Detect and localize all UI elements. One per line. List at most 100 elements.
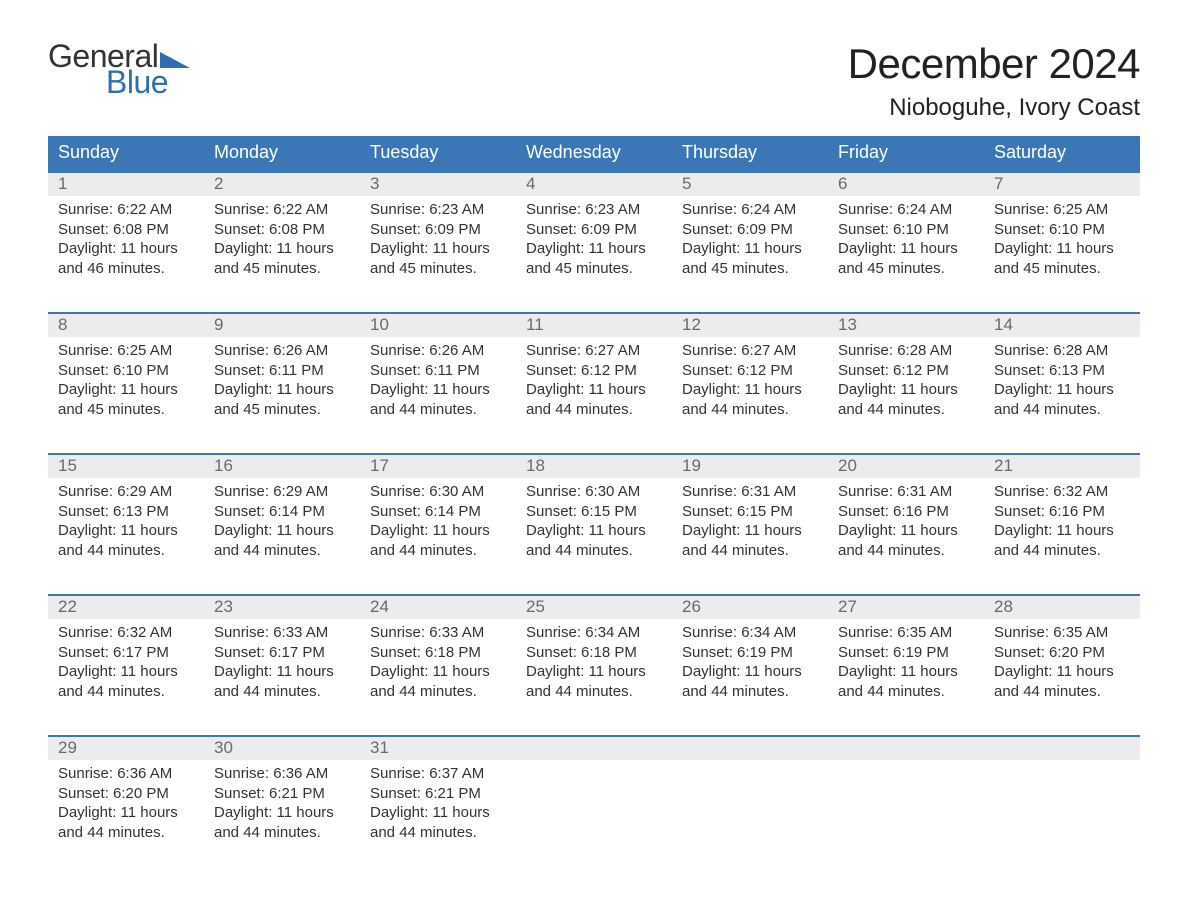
sunset-text: Sunset: 6:18 PM bbox=[526, 643, 662, 663]
day-cell: Sunrise: 6:29 AMSunset: 6:13 PMDaylight:… bbox=[48, 478, 204, 566]
daylight-text: and 44 minutes. bbox=[526, 682, 662, 702]
day-number: 7 bbox=[984, 173, 1140, 196]
sunrise-text: Sunrise: 6:36 AM bbox=[58, 764, 194, 784]
weekday-header: Sunday bbox=[48, 136, 204, 171]
day-cell: Sunrise: 6:35 AMSunset: 6:19 PMDaylight:… bbox=[828, 619, 984, 707]
daylight-text: Daylight: 11 hours bbox=[214, 662, 350, 682]
daylight-text: Daylight: 11 hours bbox=[994, 521, 1130, 541]
daylight-text: and 44 minutes. bbox=[58, 823, 194, 843]
day-number: 13 bbox=[828, 314, 984, 337]
sunrise-text: Sunrise: 6:32 AM bbox=[994, 482, 1130, 502]
daylight-text: and 44 minutes. bbox=[214, 682, 350, 702]
day-number: 12 bbox=[672, 314, 828, 337]
day-cell: Sunrise: 6:33 AMSunset: 6:17 PMDaylight:… bbox=[204, 619, 360, 707]
day-cell: Sunrise: 6:36 AMSunset: 6:20 PMDaylight:… bbox=[48, 760, 204, 848]
sunrise-text: Sunrise: 6:23 AM bbox=[370, 200, 506, 220]
day-cell: Sunrise: 6:34 AMSunset: 6:18 PMDaylight:… bbox=[516, 619, 672, 707]
day-number: 19 bbox=[672, 455, 828, 478]
sunrise-text: Sunrise: 6:25 AM bbox=[994, 200, 1130, 220]
day-number bbox=[984, 737, 1140, 760]
day-cell: Sunrise: 6:24 AMSunset: 6:10 PMDaylight:… bbox=[828, 196, 984, 284]
daylight-text: and 44 minutes. bbox=[370, 823, 506, 843]
day-cell bbox=[828, 760, 984, 848]
header: General Blue December 2024 Nioboguhe, Iv… bbox=[48, 40, 1140, 122]
day-number: 6 bbox=[828, 173, 984, 196]
daylight-text: Daylight: 11 hours bbox=[682, 239, 818, 259]
day-number: 22 bbox=[48, 596, 204, 619]
sunset-text: Sunset: 6:21 PM bbox=[370, 784, 506, 804]
sunrise-text: Sunrise: 6:23 AM bbox=[526, 200, 662, 220]
calendar-week: 1234567Sunrise: 6:22 AMSunset: 6:08 PMDa… bbox=[48, 171, 1140, 284]
sunset-text: Sunset: 6:13 PM bbox=[994, 361, 1130, 381]
sunrise-text: Sunrise: 6:30 AM bbox=[370, 482, 506, 502]
daylight-text: Daylight: 11 hours bbox=[994, 380, 1130, 400]
sunset-text: Sunset: 6:17 PM bbox=[58, 643, 194, 663]
daylight-text: Daylight: 11 hours bbox=[370, 662, 506, 682]
logo: General Blue bbox=[48, 40, 190, 98]
sunrise-text: Sunrise: 6:31 AM bbox=[682, 482, 818, 502]
sunset-text: Sunset: 6:15 PM bbox=[526, 502, 662, 522]
day-cell: Sunrise: 6:30 AMSunset: 6:15 PMDaylight:… bbox=[516, 478, 672, 566]
sunset-text: Sunset: 6:14 PM bbox=[370, 502, 506, 522]
daylight-text: Daylight: 11 hours bbox=[214, 239, 350, 259]
day-number: 2 bbox=[204, 173, 360, 196]
weekday-header: Thursday bbox=[672, 136, 828, 171]
sunset-text: Sunset: 6:18 PM bbox=[370, 643, 506, 663]
daylight-text: Daylight: 11 hours bbox=[838, 380, 974, 400]
day-cell: Sunrise: 6:33 AMSunset: 6:18 PMDaylight:… bbox=[360, 619, 516, 707]
daylight-text: and 44 minutes. bbox=[838, 400, 974, 420]
day-cell: Sunrise: 6:31 AMSunset: 6:16 PMDaylight:… bbox=[828, 478, 984, 566]
daylight-text: and 45 minutes. bbox=[370, 259, 506, 279]
daylight-text: Daylight: 11 hours bbox=[214, 380, 350, 400]
day-cell: Sunrise: 6:26 AMSunset: 6:11 PMDaylight:… bbox=[204, 337, 360, 425]
sunrise-text: Sunrise: 6:25 AM bbox=[58, 341, 194, 361]
day-number bbox=[516, 737, 672, 760]
sunrise-text: Sunrise: 6:35 AM bbox=[994, 623, 1130, 643]
day-number-strip: 293031 bbox=[48, 737, 1140, 760]
weekday-header: Wednesday bbox=[516, 136, 672, 171]
daylight-text: Daylight: 11 hours bbox=[214, 521, 350, 541]
sunrise-text: Sunrise: 6:34 AM bbox=[526, 623, 662, 643]
daylight-text: and 44 minutes. bbox=[58, 541, 194, 561]
daylight-text: and 45 minutes. bbox=[682, 259, 818, 279]
day-number: 24 bbox=[360, 596, 516, 619]
daylight-text: Daylight: 11 hours bbox=[682, 521, 818, 541]
daylight-text: Daylight: 11 hours bbox=[682, 380, 818, 400]
sunset-text: Sunset: 6:11 PM bbox=[370, 361, 506, 381]
sunset-text: Sunset: 6:08 PM bbox=[214, 220, 350, 240]
daylight-text: and 44 minutes. bbox=[370, 541, 506, 561]
sunrise-text: Sunrise: 6:29 AM bbox=[58, 482, 194, 502]
day-number: 8 bbox=[48, 314, 204, 337]
daylight-text: Daylight: 11 hours bbox=[370, 521, 506, 541]
day-number: 14 bbox=[984, 314, 1140, 337]
day-cell: Sunrise: 6:25 AMSunset: 6:10 PMDaylight:… bbox=[984, 196, 1140, 284]
sunset-text: Sunset: 6:09 PM bbox=[526, 220, 662, 240]
sunrise-text: Sunrise: 6:26 AM bbox=[214, 341, 350, 361]
daylight-text: and 44 minutes. bbox=[58, 682, 194, 702]
sunset-text: Sunset: 6:21 PM bbox=[214, 784, 350, 804]
sunset-text: Sunset: 6:15 PM bbox=[682, 502, 818, 522]
sunrise-text: Sunrise: 6:28 AM bbox=[994, 341, 1130, 361]
sunrise-text: Sunrise: 6:35 AM bbox=[838, 623, 974, 643]
day-number: 16 bbox=[204, 455, 360, 478]
day-number: 4 bbox=[516, 173, 672, 196]
day-number: 3 bbox=[360, 173, 516, 196]
day-number: 15 bbox=[48, 455, 204, 478]
daylight-text: and 44 minutes. bbox=[370, 682, 506, 702]
day-number: 31 bbox=[360, 737, 516, 760]
sunset-text: Sunset: 6:19 PM bbox=[682, 643, 818, 663]
daylight-text: and 45 minutes. bbox=[526, 259, 662, 279]
daylight-text: Daylight: 11 hours bbox=[214, 803, 350, 823]
daylight-text: and 44 minutes. bbox=[682, 682, 818, 702]
day-cell bbox=[672, 760, 828, 848]
calendar-week: 15161718192021Sunrise: 6:29 AMSunset: 6:… bbox=[48, 453, 1140, 566]
daylight-text: Daylight: 11 hours bbox=[838, 521, 974, 541]
daylight-text: and 44 minutes. bbox=[682, 541, 818, 561]
location-label: Nioboguhe, Ivory Coast bbox=[848, 94, 1140, 122]
daylight-text: Daylight: 11 hours bbox=[838, 662, 974, 682]
sunrise-text: Sunrise: 6:33 AM bbox=[370, 623, 506, 643]
daylight-text: and 44 minutes. bbox=[214, 823, 350, 843]
daylight-text: and 45 minutes. bbox=[838, 259, 974, 279]
sunset-text: Sunset: 6:12 PM bbox=[682, 361, 818, 381]
sunset-text: Sunset: 6:13 PM bbox=[58, 502, 194, 522]
